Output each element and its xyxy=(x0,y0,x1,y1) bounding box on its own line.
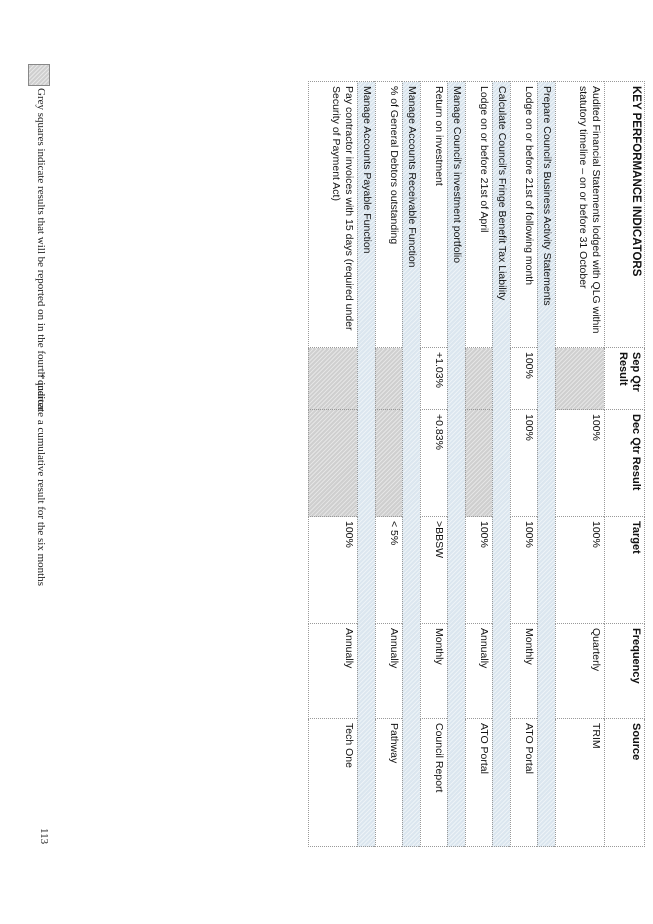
page-number: 113 xyxy=(38,828,50,845)
header-source: Source xyxy=(604,718,645,847)
cell-target: 100% xyxy=(510,516,538,624)
footer: Grey squares indicate results that will … xyxy=(28,64,50,824)
cell-kpi: Pay contractor invoices with 15 days (re… xyxy=(308,81,358,348)
header-sep-qtr: Sep Qtr Result xyxy=(604,347,645,410)
section-band-label: Calculate Council's Fringe Benefit Tax L… xyxy=(492,81,511,847)
table-body: Audited Financial Statements lodged with… xyxy=(308,81,605,847)
cell-dec: 100% xyxy=(510,409,538,517)
table-row: Lodge on or before 21st of April 100% Annu… xyxy=(465,81,493,847)
cell-source: ATO Portal xyxy=(510,718,538,847)
cell-kpi: % of General Debtors outstanding xyxy=(375,81,403,348)
cell-frequency: Annually xyxy=(308,623,358,719)
kpi-table: KEY PERFORMANCE INDICATORS Sep Qtr Resul… xyxy=(308,81,645,847)
section-band-label: Manage Accounts Payable Function xyxy=(357,81,376,847)
grey-square-legend-swatch xyxy=(28,64,50,86)
cell-frequency: Quarterly xyxy=(555,623,605,719)
cell-frequency: Monthly xyxy=(420,623,448,719)
section-band-label: Manage Accounts Receivable Function xyxy=(402,81,421,847)
section-band: Calculate Council's Fringe Benefit Tax L… xyxy=(492,81,511,847)
cell-kpi: Return on investment xyxy=(420,81,448,348)
cell-dec xyxy=(375,409,403,517)
header-frequency: Frequency xyxy=(604,623,645,719)
cell-dec xyxy=(308,409,358,517)
cell-frequency: Annually xyxy=(465,623,493,719)
cell-kpi: Lodge on or before 21st of April xyxy=(465,81,493,348)
cell-target: 100% xyxy=(555,516,605,624)
section-band: Manage Accounts Payable Function xyxy=(357,81,376,847)
section-band-label: Prepare Council's Business Activity Stat… xyxy=(537,81,556,847)
header-dec-qtr: Dec Qtr Result xyxy=(604,409,645,517)
cell-kpi: Audited Financial Statements lodged with… xyxy=(555,81,605,348)
cell-sep xyxy=(375,347,403,410)
header-target: Target xyxy=(604,516,645,624)
cell-sep xyxy=(308,347,358,410)
table-header-row: KEY PERFORMANCE INDICATORS Sep Qtr Resul… xyxy=(604,81,645,847)
section-band: Manage Council's investment portfolio xyxy=(447,81,466,847)
cell-sep: 100% xyxy=(510,347,538,410)
cell-target: >BBSW xyxy=(420,516,448,624)
cell-target: < 5% xyxy=(375,516,403,624)
cell-source: Council Report xyxy=(420,718,448,847)
cell-source: Pathway xyxy=(375,718,403,847)
table-row: Return on investment +1.03% +0.83% >BBSW Mon… xyxy=(420,81,448,847)
table-row: % of General Debtors outstanding < 5% Annu… xyxy=(375,81,403,847)
cell-sep xyxy=(465,347,493,410)
table-row: Pay contractor invoices with 15 days (re… xyxy=(308,81,358,847)
footer-note: Grey squares indicate results that will … xyxy=(35,88,47,412)
header-kpi: KEY PERFORMANCE INDICATORS xyxy=(604,81,645,348)
cell-dec: +0.83% xyxy=(420,409,448,517)
table-row: Audited Financial Statements lodged with… xyxy=(555,81,605,847)
section-band: Manage Accounts Receivable Function xyxy=(402,81,421,847)
cell-target: 100% xyxy=(465,516,493,624)
cell-frequency: Annually xyxy=(375,623,403,719)
section-band-label: Manage Council's investment portfolio xyxy=(447,81,466,847)
footer-cumulative-note: * indicate a cumulative result for the s… xyxy=(35,374,47,587)
cell-sep: +1.03% xyxy=(420,347,448,410)
cell-sep xyxy=(555,347,605,410)
section-band: Prepare Council's Business Activity Stat… xyxy=(537,81,556,847)
cell-kpi: Lodge on or before 21st of following mon… xyxy=(510,81,538,348)
cell-dec xyxy=(465,409,493,517)
cell-target: 100% xyxy=(308,516,358,624)
cell-dec: 100% xyxy=(555,409,605,517)
cell-frequency: Monthly xyxy=(510,623,538,719)
table-row: Lodge on or before 21st of following mon… xyxy=(510,81,538,847)
cell-source: ATO Portal xyxy=(465,718,493,847)
cell-source: Tech One xyxy=(308,718,358,847)
cell-source: TRIM xyxy=(555,718,605,847)
